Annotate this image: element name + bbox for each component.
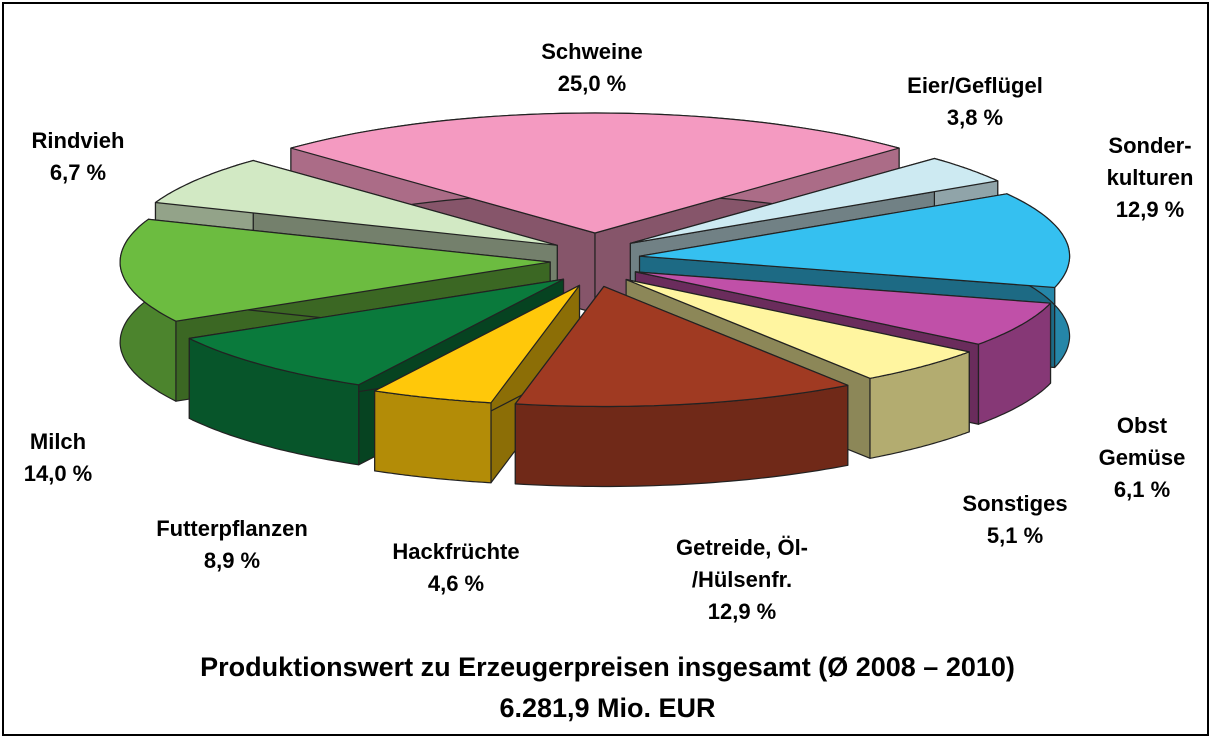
value-label: 3,8 % <box>946 105 1004 130</box>
value-label: 4,6 % <box>427 571 485 596</box>
value-label: 12,9 % <box>1115 197 1185 222</box>
slice-label: Sonder- kulturen 12,9 % <box>1107 130 1194 226</box>
slice-label: Schweine 25,0 % <box>541 36 642 100</box>
slice <box>188 278 565 386</box>
slice <box>290 112 900 234</box>
slice <box>634 271 1052 345</box>
slice-label: Sonstiges 5,1 % <box>962 488 1067 552</box>
slice-label: Rindvieh 6,7 % <box>32 125 125 189</box>
slice <box>374 284 581 404</box>
category-label: Eier/Geflügel <box>907 73 1043 98</box>
slice-label: Milch 14,0 % <box>24 426 93 490</box>
chart-subtitle: 6.281,9 Mio. EUR <box>499 693 716 723</box>
slice <box>514 285 849 408</box>
slice <box>154 159 558 246</box>
value-label: 8,9 % <box>203 548 261 573</box>
slice-label: Getreide, Öl- /Hülsenfr. 12,9 % <box>676 532 808 628</box>
slice-label: Eier/Geflügel 3,8 % <box>907 70 1043 134</box>
slice <box>629 157 999 244</box>
slice-label: Obst Gemüse 6,1 % <box>1099 410 1186 506</box>
value-label: 6,7 % <box>49 160 107 185</box>
slice <box>638 193 1071 289</box>
slice-wall <box>374 390 492 484</box>
slice <box>119 218 551 322</box>
category-label: Rindvieh <box>31 128 125 153</box>
category-label: Sonstiges <box>962 491 1068 516</box>
value-label: 14,0 % <box>23 461 93 486</box>
value-label: 5,1 % <box>986 523 1044 548</box>
value-label: 12,9 % <box>707 599 777 624</box>
category-label: Futterpflanzen <box>156 516 308 541</box>
slice-label: Futterpflanzen 8,9 % <box>156 513 308 577</box>
category-label: Milch <box>29 429 87 454</box>
value-label: 6,1 % <box>1113 477 1171 502</box>
value-label: 25,0 % <box>557 71 627 96</box>
category-label: Schweine <box>541 39 643 64</box>
category-label: Hackfrüchte <box>392 539 520 564</box>
slice-label: Hackfrüchte 4,6 % <box>392 536 519 600</box>
category-label: Obst Gemüse <box>1098 413 1186 470</box>
slice <box>625 278 970 379</box>
category-label: Getreide, Öl- /Hülsenfr. <box>675 535 809 592</box>
chart-title: Produktionswert zu Erzeugerpreisen insge… <box>200 652 1015 682</box>
category-label: Sonder- kulturen <box>1106 133 1194 190</box>
